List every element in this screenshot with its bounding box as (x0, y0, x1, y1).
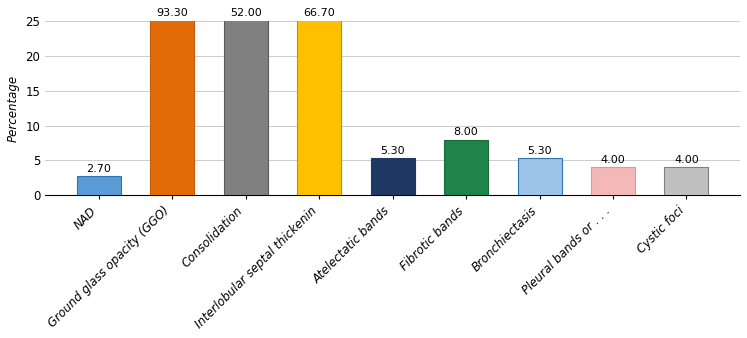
Bar (518, 159, 562, 195)
Bar (223, 0, 267, 195)
Bar (444, 140, 488, 195)
Bar (77, 176, 121, 195)
Text: 66.70: 66.70 (303, 8, 335, 18)
Text: 2.70: 2.70 (87, 164, 111, 174)
Y-axis label: Percentage: Percentage (7, 75, 20, 142)
Text: 5.30: 5.30 (527, 146, 552, 155)
Text: 8.00: 8.00 (453, 127, 479, 137)
Text: 4.00: 4.00 (601, 154, 625, 165)
Text: 5.30: 5.30 (380, 146, 405, 155)
Bar (297, 0, 341, 195)
Bar (591, 167, 635, 195)
Text: 52.00: 52.00 (230, 8, 261, 18)
Bar (150, 0, 194, 195)
Text: 93.30: 93.30 (156, 8, 188, 18)
Bar (664, 167, 708, 195)
Bar (371, 159, 415, 195)
Text: 4.00: 4.00 (674, 154, 698, 165)
